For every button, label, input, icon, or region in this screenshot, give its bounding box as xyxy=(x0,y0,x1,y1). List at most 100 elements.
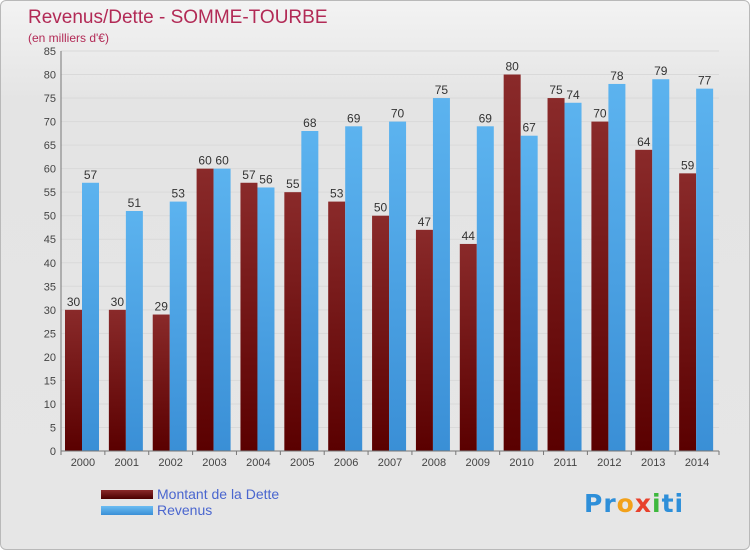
x-tick-label-2011: 2011 xyxy=(554,457,578,469)
y-tick-label: 0 xyxy=(50,446,56,458)
data-label-dette-2004: 57 xyxy=(242,168,256,182)
data-label-revenus-2001: 51 xyxy=(128,196,142,210)
x-tick-label-2014: 2014 xyxy=(685,457,709,469)
bar-revenus-2013 xyxy=(652,79,670,451)
y-tick-label: 80 xyxy=(44,70,56,82)
bar-dette-2010 xyxy=(503,74,521,451)
legend-label-revenus: Revenus xyxy=(157,502,213,518)
data-label-dette-2008: 47 xyxy=(418,215,432,229)
x-tick-label-2002: 2002 xyxy=(158,457,182,469)
logo-letter: o xyxy=(616,489,635,518)
axes: 0 5 10 15 20 25 30 35 40 45 50 55 60 65 70 75 80 85 2000 20… xyxy=(44,46,720,469)
logo-letter: r xyxy=(603,489,617,518)
bar-revenus-2008 xyxy=(432,98,450,451)
data-label-revenus-2013: 79 xyxy=(654,64,668,78)
y-tick-label: 40 xyxy=(44,258,56,270)
bar-dette-2008 xyxy=(415,229,433,451)
legend-swatch-revenus xyxy=(101,506,153,515)
data-label-revenus-2011: 74 xyxy=(566,88,580,102)
bar-revenus-2003 xyxy=(213,168,231,451)
data-label-dette-2006: 53 xyxy=(330,187,344,201)
bar-revenus-2009 xyxy=(476,126,494,451)
data-label-dette-2013: 64 xyxy=(637,135,651,149)
data-label-revenus-2007: 70 xyxy=(391,107,405,121)
bar-dette-2011 xyxy=(547,98,565,451)
data-label-dette-2001: 30 xyxy=(111,295,125,309)
chart-title: Revenus/Dette - SOMME-TOURBE xyxy=(28,7,328,28)
logo-letter: i xyxy=(652,489,662,518)
bar-revenus-2005 xyxy=(301,131,319,451)
x-tick-label-2007: 2007 xyxy=(378,457,402,469)
data-label-revenus-2004: 56 xyxy=(259,172,273,186)
y-tick-label: 5 xyxy=(50,422,56,434)
x-tick-label-2009: 2009 xyxy=(465,457,489,469)
proxiti-logo: Proxiti xyxy=(584,489,684,518)
chart-subtitle: (en milliers d'€) xyxy=(28,31,109,45)
bar-dette-2007 xyxy=(372,215,390,451)
y-tick-label: 85 xyxy=(44,46,56,58)
bar-revenus-2011 xyxy=(564,102,582,451)
logo-letter: t xyxy=(661,489,675,518)
bar-dette-2013 xyxy=(635,149,653,451)
data-label-dette-2011: 75 xyxy=(549,83,563,97)
bar-revenus-2014 xyxy=(696,88,714,451)
bar-dette-2003 xyxy=(196,168,214,451)
bar-dette-2002 xyxy=(152,314,170,451)
data-label-dette-2000: 30 xyxy=(67,295,81,309)
x-tick-label-2003: 2003 xyxy=(202,457,226,469)
bar-revenus-2002 xyxy=(169,201,187,451)
x-tick-label-2005: 2005 xyxy=(290,457,314,469)
y-tick-label: 75 xyxy=(44,93,56,105)
x-tick-label-2001: 2001 xyxy=(115,457,139,469)
x-tick-label-2010: 2010 xyxy=(509,457,533,469)
data-label-revenus-2005: 68 xyxy=(303,116,317,130)
data-label-revenus-2003: 60 xyxy=(215,154,229,168)
x-tick-label-2000: 2000 xyxy=(71,457,95,469)
bar-dette-2012 xyxy=(591,121,609,452)
data-label-dette-2012: 70 xyxy=(593,107,607,121)
data-label-dette-2003: 60 xyxy=(198,154,212,168)
x-tick-label-2008: 2008 xyxy=(422,457,446,469)
bar-dette-2001 xyxy=(108,309,126,451)
legend-swatch-dette xyxy=(101,490,153,499)
data-label-revenus-2006: 69 xyxy=(347,111,361,125)
y-tick-label: 45 xyxy=(44,234,56,246)
x-tick-label-2006: 2006 xyxy=(334,457,358,469)
y-tick-label: 55 xyxy=(44,187,56,199)
bar-revenus-2010 xyxy=(520,135,538,452)
bar-revenus-2001 xyxy=(125,211,143,451)
data-label-revenus-2000: 57 xyxy=(84,168,98,182)
bar-dette-2005 xyxy=(284,192,302,452)
y-tick-label: 25 xyxy=(44,328,56,340)
y-tick-label: 15 xyxy=(44,375,56,387)
x-tick-label-2013: 2013 xyxy=(641,457,665,469)
bar-revenus-2000 xyxy=(82,182,99,451)
data-label-revenus-2010: 67 xyxy=(522,121,536,135)
bar-dette-2004 xyxy=(240,182,258,451)
bar-dette-2009 xyxy=(459,243,477,451)
data-label-dette-2005: 55 xyxy=(286,177,300,191)
data-label-revenus-2008: 75 xyxy=(435,83,449,97)
bar-dette-2000 xyxy=(65,309,82,451)
legend-label-dette: Montant de la Dette xyxy=(157,486,280,502)
x-tick-label-2004: 2004 xyxy=(246,457,270,469)
data-label-revenus-2014: 77 xyxy=(698,74,712,88)
y-tick-label: 20 xyxy=(44,352,56,364)
y-tick-label: 10 xyxy=(44,399,56,411)
logo-letter: i xyxy=(674,489,685,518)
data-label-dette-2010: 80 xyxy=(505,60,519,74)
data-label-dette-2009: 44 xyxy=(462,229,476,243)
y-tick-label: 60 xyxy=(44,164,56,176)
logo-letter: x xyxy=(634,489,652,518)
x-tick-label-2012: 2012 xyxy=(597,457,621,469)
y-tick-label: 35 xyxy=(44,281,56,293)
bar-revenus-2012 xyxy=(608,83,626,452)
logo-letter: P xyxy=(584,489,604,518)
data-label-dette-2014: 59 xyxy=(681,158,695,172)
bars xyxy=(65,74,714,452)
data-label-revenus-2009: 69 xyxy=(479,111,493,125)
data-label-dette-2002: 29 xyxy=(155,300,169,314)
